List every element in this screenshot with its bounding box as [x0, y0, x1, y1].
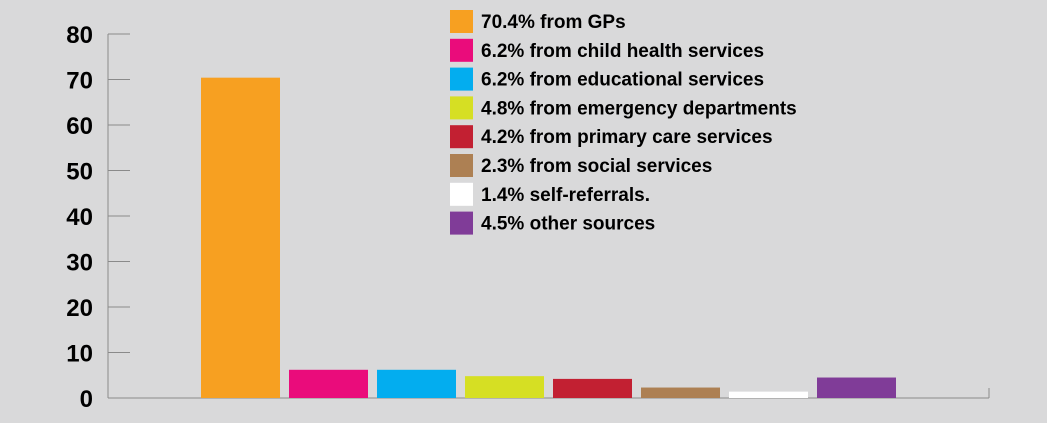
bar [289, 369, 368, 398]
bar [817, 377, 896, 398]
y-axis-ticks: 0 10 20 30 40 50 60 70 80 [66, 22, 130, 413]
legend-label: 2.3% from social services [481, 156, 712, 177]
legend-swatch [450, 154, 473, 177]
y-tick-label: 0 [80, 386, 93, 413]
bars [201, 77, 896, 399]
legend-label: 4.2% from primary care services [481, 127, 773, 148]
legend-label: 4.5% other sources [481, 214, 655, 235]
y-tick-label: 70 [66, 68, 93, 95]
legend-swatch [450, 10, 473, 33]
legend-label: 6.2% from child health services [481, 41, 764, 62]
y-tick-label: 50 [66, 159, 93, 186]
legend-label: 6.2% from educational services [481, 70, 764, 91]
legend-swatch [450, 67, 473, 91]
bar [553, 378, 632, 398]
bar [201, 77, 280, 399]
y-tick-label: 20 [66, 295, 93, 322]
bar [377, 369, 456, 398]
legend-swatch [450, 38, 473, 62]
bar [465, 376, 544, 398]
legend-label: 4.8% from emergency departments [481, 98, 797, 119]
y-tick-label: 30 [66, 250, 93, 277]
legend-swatch [450, 96, 473, 120]
y-tick-label: 80 [66, 22, 93, 49]
bar [641, 387, 720, 398]
y-tick-label: 60 [66, 113, 93, 140]
bar [729, 391, 808, 398]
legend: 70.4% from GPs 6.2% from child health ser… [450, 10, 797, 235]
legend-swatch [450, 211, 473, 235]
legend-label: 70.4% from GPs [481, 12, 626, 33]
y-tick-label: 10 [66, 341, 93, 368]
legend-label: 1.4% self-referrals. [481, 185, 650, 206]
legend-swatch [450, 125, 473, 149]
y-tick-label: 40 [66, 204, 93, 231]
legend-swatch [450, 182, 473, 206]
